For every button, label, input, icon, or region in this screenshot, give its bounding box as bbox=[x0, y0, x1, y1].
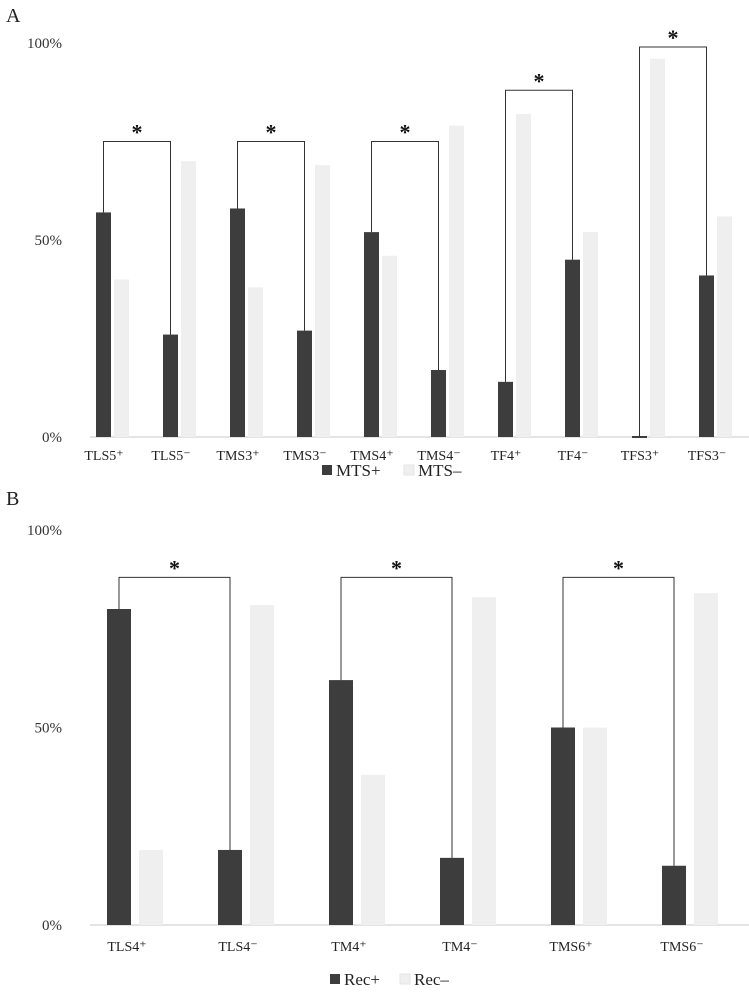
bar-mts-light bbox=[114, 279, 129, 437]
legend-swatch bbox=[399, 973, 411, 985]
x-tick-label: TLS5⁺ bbox=[84, 449, 123, 464]
y-tick-label: 50% bbox=[35, 721, 63, 737]
significance-star: * bbox=[266, 120, 277, 145]
legend-label: MTS+ bbox=[336, 461, 381, 480]
x-tick-label: TFS3⁺ bbox=[621, 449, 660, 464]
bar-rec-dark bbox=[218, 849, 242, 925]
x-tick-label: TLS5⁻ bbox=[151, 449, 190, 464]
bar-mts-light bbox=[516, 113, 531, 438]
x-tick-label: TLS4⁺ bbox=[107, 940, 146, 955]
bar-rec-dark bbox=[440, 857, 464, 925]
significance-bracket bbox=[340, 576, 453, 858]
x-tick-label: TM4⁻ bbox=[442, 940, 477, 955]
x-tick-label: TMS6⁻ bbox=[660, 940, 703, 955]
x-tick-label: TMS3⁺ bbox=[216, 449, 259, 464]
bar-mts-light bbox=[717, 216, 732, 437]
bar-rec-light bbox=[694, 593, 718, 925]
significance-bracket bbox=[237, 141, 305, 331]
bar-mts-dark bbox=[565, 259, 580, 437]
x-tick-label: TMS4⁺ bbox=[350, 449, 393, 464]
legend-label: Rec– bbox=[414, 970, 449, 989]
y-tick-label: 0% bbox=[42, 430, 62, 446]
bar-mts-dark bbox=[230, 208, 245, 437]
y-tick-label: 50% bbox=[35, 233, 63, 249]
bar-mts-light bbox=[382, 255, 397, 437]
bar-mts-light bbox=[315, 165, 330, 437]
bar-mts-dark bbox=[498, 381, 513, 437]
significance-star: * bbox=[668, 25, 679, 50]
significance-star: * bbox=[169, 555, 180, 580]
x-tick-label: TMS3⁻ bbox=[283, 449, 326, 464]
y-tick-label: 100% bbox=[27, 36, 62, 52]
bar-mts-dark bbox=[699, 275, 714, 437]
x-tick-label: TLS4⁻ bbox=[218, 940, 257, 955]
bar-mts-light bbox=[583, 232, 598, 437]
bar-mts-light bbox=[650, 58, 665, 437]
bar-mts-light bbox=[248, 287, 263, 437]
significance-bracket bbox=[103, 141, 171, 335]
bar-rec-dark bbox=[662, 865, 686, 925]
legend-swatch bbox=[403, 464, 415, 476]
significance-bracket bbox=[639, 46, 707, 437]
panel-label: B bbox=[6, 488, 19, 510]
significance-star: * bbox=[132, 120, 143, 145]
chart-panel-a: A 0% 50% 100% TLS5⁺ TLS5⁻ TMS3⁺ TMS3⁻ TMS4⁺ TMS4⁻… bbox=[6, 5, 749, 480]
bar-rec-dark bbox=[551, 727, 575, 925]
y-tick-label: 0% bbox=[42, 918, 62, 934]
legend-label: Rec+ bbox=[344, 970, 380, 989]
bar-mts-dark bbox=[297, 330, 312, 437]
bar-mts-dark bbox=[163, 334, 178, 437]
legend-swatch bbox=[322, 465, 332, 475]
legend-swatch bbox=[330, 974, 340, 984]
bar-mts-light bbox=[181, 161, 196, 437]
significance-bracket bbox=[562, 576, 675, 866]
bar-rec-light bbox=[139, 849, 163, 925]
x-tick-label: TM4⁺ bbox=[331, 940, 366, 955]
panel-label: A bbox=[6, 5, 21, 27]
x-tick-label: TMS4⁻ bbox=[417, 449, 460, 464]
bar-mts-light bbox=[449, 125, 464, 438]
chart-panel-b: B 0% 50% 100% TLS4⁺ TLS4⁻ TM4⁺ TM4⁻ TMS6⁺ TMS6⁻ * *… bbox=[6, 488, 749, 989]
bar-rec-dark bbox=[107, 609, 131, 925]
significance-star: * bbox=[391, 555, 402, 580]
significance-bracket bbox=[118, 576, 231, 850]
x-tick-label: TFS3⁻ bbox=[688, 449, 727, 464]
bar-rec-light bbox=[250, 605, 274, 925]
bar-rec-light bbox=[583, 727, 607, 925]
x-tick-label: TF4⁻ bbox=[558, 449, 589, 464]
legend-label: MTS– bbox=[418, 461, 462, 480]
bar-rec-light bbox=[361, 774, 385, 925]
bar-rec-light bbox=[472, 597, 496, 925]
significance-star: * bbox=[400, 120, 411, 145]
x-tick-label: TF4⁺ bbox=[491, 449, 522, 464]
significance-star: * bbox=[613, 555, 624, 580]
bar-mts-dark bbox=[431, 370, 446, 437]
bar-mts-dark bbox=[364, 232, 379, 437]
significance-bracket bbox=[371, 141, 439, 371]
y-tick-label: 100% bbox=[27, 523, 62, 539]
significance-bracket bbox=[505, 89, 573, 382]
bar-mts-dark bbox=[96, 212, 111, 437]
significance-star: * bbox=[534, 68, 545, 93]
x-tick-label: TMS6⁺ bbox=[549, 940, 592, 955]
bar-rec-dark bbox=[329, 680, 353, 925]
